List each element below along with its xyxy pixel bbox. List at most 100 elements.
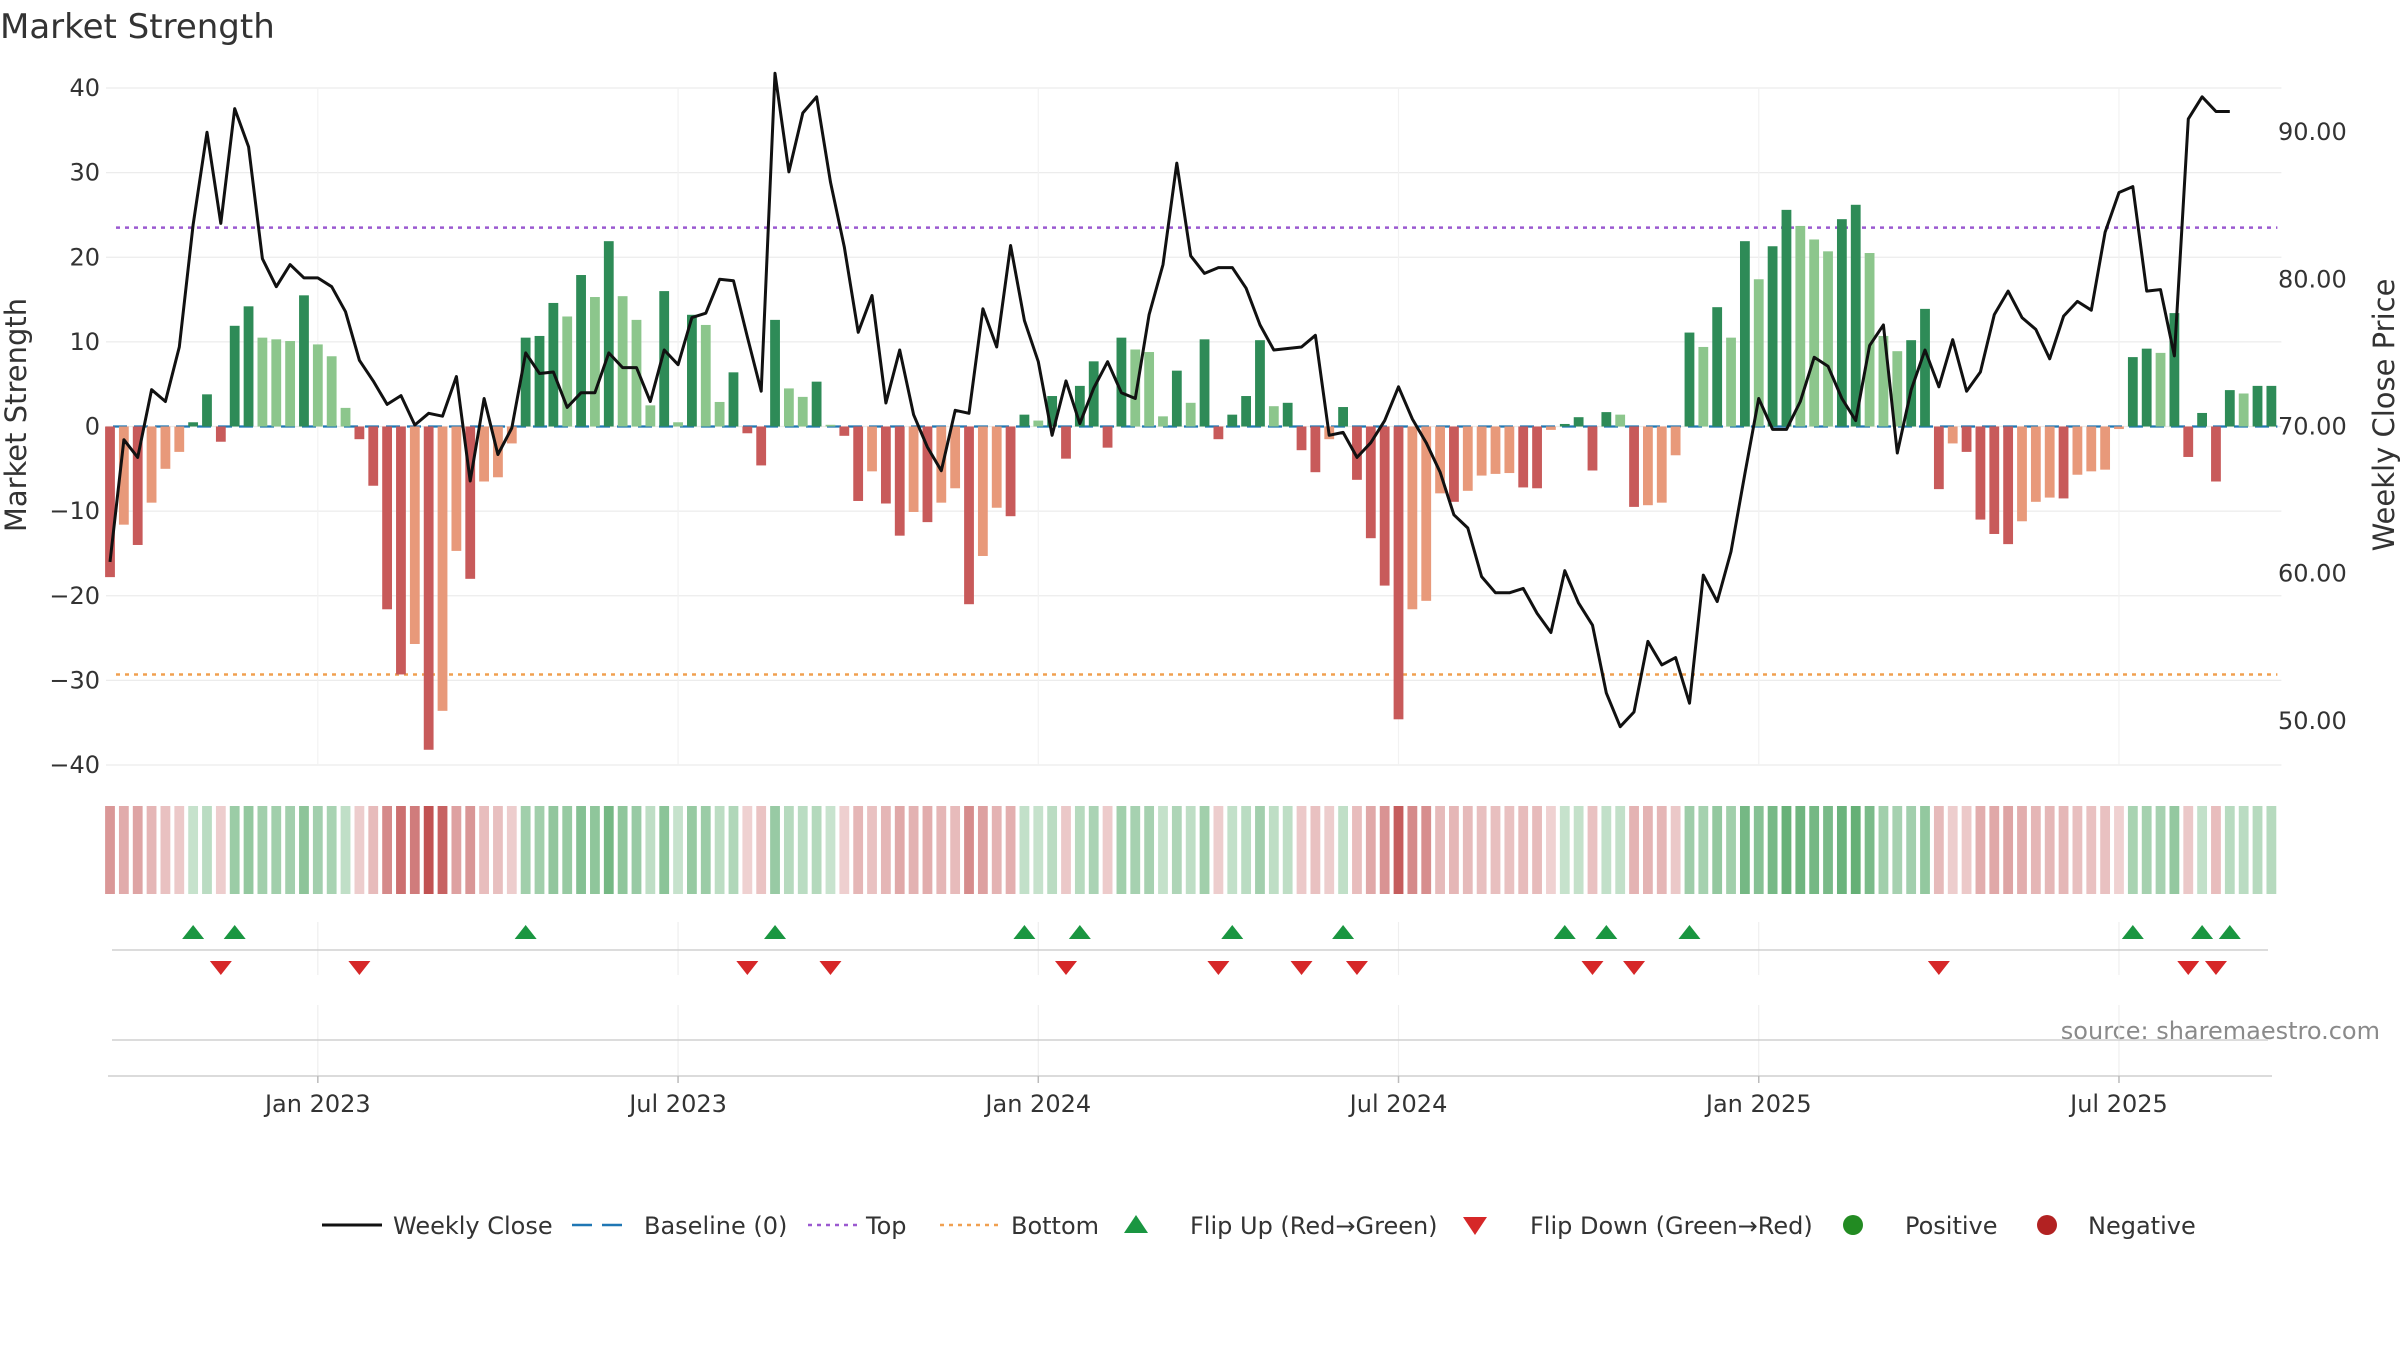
strength-bar xyxy=(1449,426,1459,502)
strength-bar xyxy=(1407,426,1418,610)
left-tick-label: −40 xyxy=(49,751,100,779)
strength-bar xyxy=(1629,426,1639,507)
strength-bar xyxy=(2238,393,2249,427)
strength-bar xyxy=(853,426,864,501)
strength-bar xyxy=(1047,396,1058,427)
strip-cell xyxy=(1532,806,1542,894)
strip-cell xyxy=(1158,806,1168,894)
flip-up-marker xyxy=(2191,925,2214,939)
flip-up-marker xyxy=(1553,925,1576,939)
strength-bar xyxy=(1933,426,1944,490)
strip-cell xyxy=(1961,806,1972,894)
strip-cell xyxy=(1892,806,1903,894)
legend-swatch-positive xyxy=(1843,1215,1863,1235)
strength-bar xyxy=(1546,426,1556,430)
flip-up-marker xyxy=(1068,925,1091,939)
strength-bar xyxy=(673,422,683,427)
strength-bar xyxy=(2169,313,2180,427)
strength-bar xyxy=(950,426,961,489)
flip-up-marker xyxy=(223,925,246,939)
tick-labels: 40 30 20 10 0 −10 −20 −30 −40 90.00 80.00 70.00 60.0… xyxy=(49,74,2346,1118)
strip-cell xyxy=(299,806,309,894)
chart-title: Market Strength xyxy=(0,7,275,47)
right-tick-label: 60.00 xyxy=(2278,560,2347,588)
strip-cell xyxy=(936,806,947,894)
weekly-close-line xyxy=(108,71,2230,729)
flip-up-marker xyxy=(1332,925,1355,939)
strip-cell xyxy=(991,806,1002,894)
strength-bar xyxy=(1462,426,1473,491)
strength-bar xyxy=(1809,239,1820,427)
strength-bar xyxy=(2017,426,2027,522)
strength-bar xyxy=(1365,426,1376,539)
strip-cell xyxy=(1310,806,1321,894)
strip-cell xyxy=(1850,806,1861,894)
strength-bar xyxy=(1490,426,1501,474)
strip-cell xyxy=(1781,806,1792,894)
strength-bar xyxy=(437,426,448,711)
strip-cell xyxy=(1947,806,1958,894)
strip-cell xyxy=(783,806,794,894)
strength-bar xyxy=(1171,370,1182,427)
strip-cell xyxy=(576,806,586,894)
strip-cell xyxy=(2224,806,2235,894)
strength-bar xyxy=(1878,335,1889,427)
strip-cell xyxy=(1629,806,1639,894)
strip-cell xyxy=(1878,806,1889,894)
strip-cell xyxy=(645,806,656,894)
strength-bar xyxy=(714,401,725,427)
strip-cell xyxy=(2211,806,2221,894)
x-tick-label: Jul 2023 xyxy=(627,1090,727,1118)
strip-cell xyxy=(326,806,337,894)
strength-bar xyxy=(1643,426,1653,506)
strength-bar xyxy=(825,424,836,427)
strip-cell xyxy=(423,806,434,894)
strength-bar xyxy=(2114,426,2124,430)
strip-cell xyxy=(756,806,767,894)
legend-swatch-negative xyxy=(2037,1215,2057,1235)
strength-bar xyxy=(2266,385,2277,427)
strength-bar xyxy=(894,426,905,536)
strip-cell xyxy=(506,806,517,894)
strip-cell xyxy=(811,806,822,894)
flip-up-marker xyxy=(514,925,537,939)
strip-cell xyxy=(285,806,296,894)
strength-bar xyxy=(1061,426,1071,459)
strip-cell xyxy=(1712,806,1723,894)
x-tick-label: Jul 2024 xyxy=(1348,1090,1448,1118)
strip-cell xyxy=(174,806,185,894)
strip-cell xyxy=(437,806,448,894)
strip-cell xyxy=(1365,806,1376,894)
flip-down-marker xyxy=(2204,961,2227,975)
strength-bar xyxy=(132,426,143,545)
strength-bar xyxy=(1656,426,1667,503)
strength-bar xyxy=(1352,426,1362,480)
left-tick-label: 40 xyxy=(69,74,100,102)
strength-bar xyxy=(590,297,600,427)
strip-cell xyxy=(257,806,268,894)
left-tick-label: −10 xyxy=(49,497,100,525)
strip-cell xyxy=(1047,806,1058,894)
strip-cell xyxy=(1906,806,1917,894)
flip-up-marker xyxy=(1678,925,1701,939)
strength-bar xyxy=(1116,337,1127,427)
strip-cell xyxy=(1227,806,1238,894)
strip-cell xyxy=(368,806,379,894)
strength-bar xyxy=(1961,426,1972,452)
strip-cell xyxy=(1698,806,1709,894)
x-tick-label: Jan 2024 xyxy=(983,1090,1091,1118)
flip-up-marker xyxy=(2218,925,2241,939)
strip-cell xyxy=(188,806,199,894)
strength-bar xyxy=(1268,406,1279,427)
strength-bar xyxy=(1559,423,1570,427)
legend-label: Baseline (0) xyxy=(644,1212,787,1240)
strength-bar xyxy=(1158,416,1168,427)
strength-bar xyxy=(548,302,559,427)
strip-cell xyxy=(1823,806,1833,894)
flip-markers xyxy=(182,925,2241,975)
strip-cell xyxy=(770,806,780,894)
strength-bar xyxy=(1241,396,1252,427)
strength-bar xyxy=(1518,426,1529,488)
strip-cell xyxy=(520,806,531,894)
strength-bar xyxy=(2127,357,2138,427)
